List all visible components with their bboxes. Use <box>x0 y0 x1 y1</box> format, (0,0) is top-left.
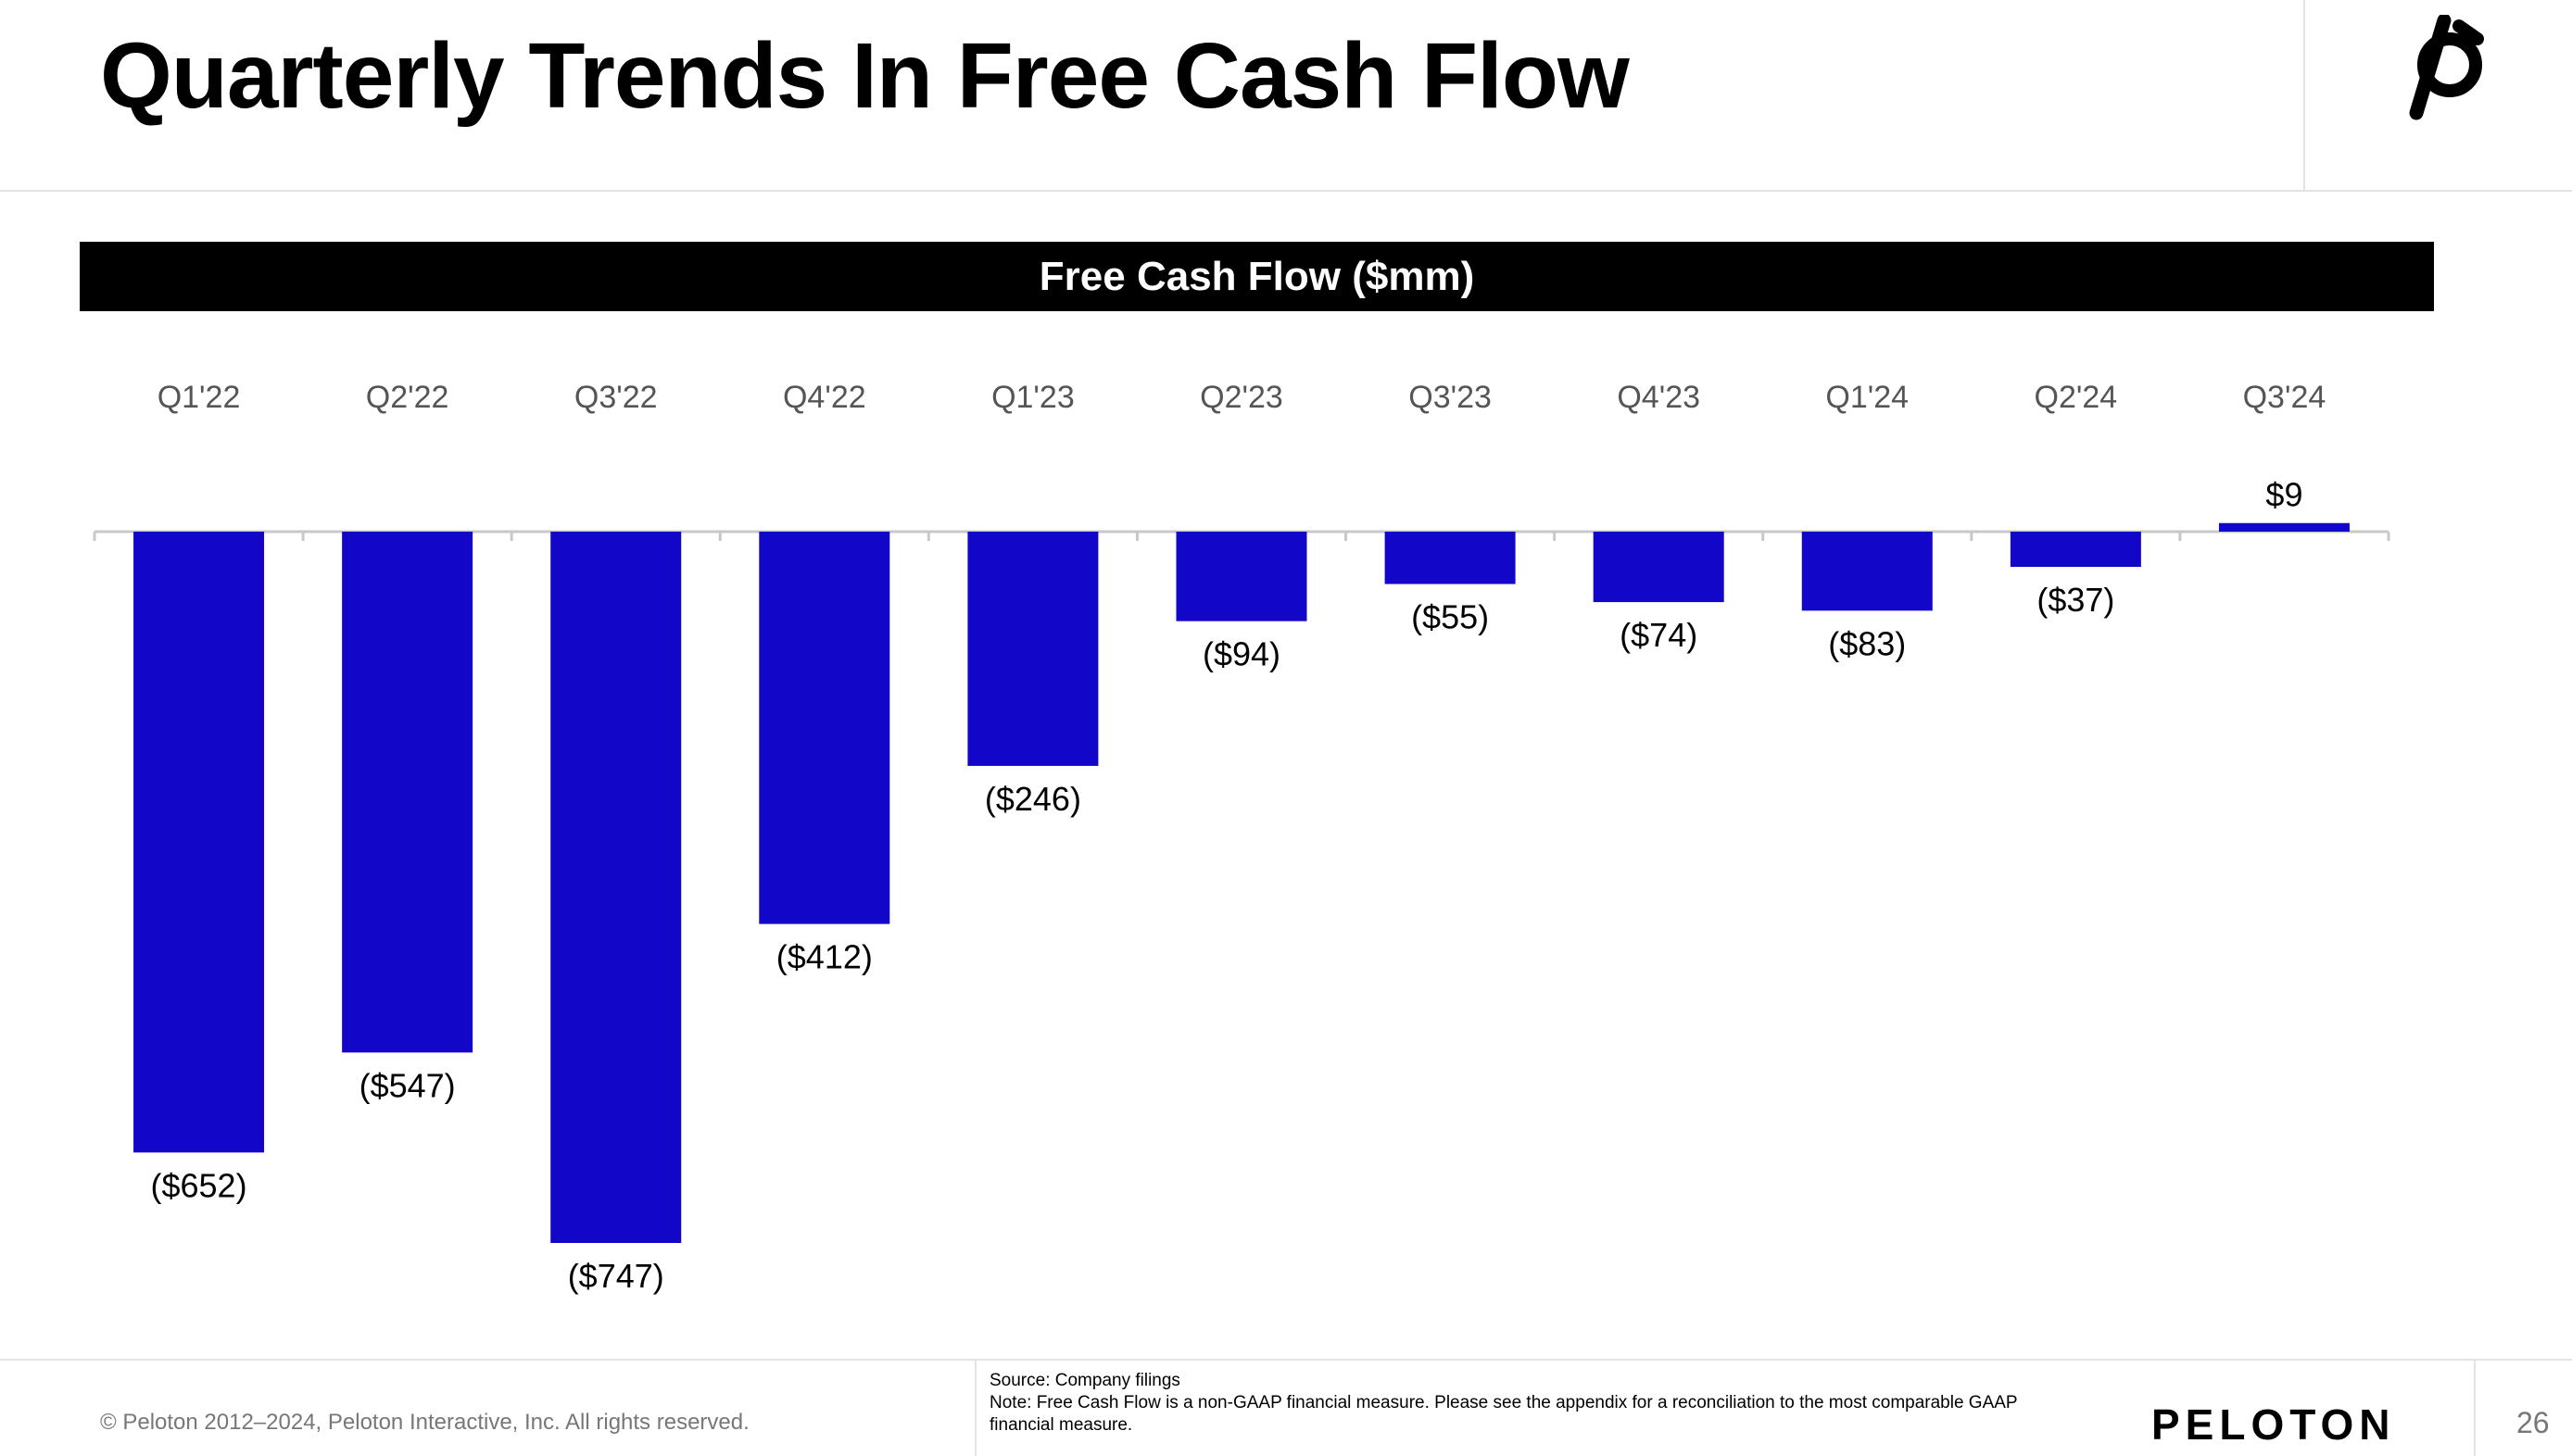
free-cash-flow-chart: Q1'22 ($652) Q2'22 ($547) Q3'22 ($747) Q4'22 ($… <box>93 380 2390 1295</box>
bar <box>759 532 890 924</box>
category-tick-label: Q4'22 <box>783 380 866 415</box>
chart-title-banner: Free Cash Flow ($mm) <box>80 242 2434 311</box>
data-label: $9 <box>2265 476 2302 514</box>
data-label: ($94) <box>1203 635 1280 673</box>
bar <box>2218 522 2350 532</box>
bar <box>1593 532 1724 603</box>
page-title: Quarterly Trends In Free Cash Flow <box>100 24 1630 128</box>
data-label: ($412) <box>776 938 873 976</box>
data-label: ($652) <box>151 1166 247 1204</box>
footnotes: Source: Company filings Note: Free Cash … <box>990 1370 2036 1437</box>
header-divider <box>0 190 2572 192</box>
category-tick-label: Q2'22 <box>366 380 449 415</box>
footer-divider <box>0 1359 2572 1361</box>
category-tick-label: Q3'22 <box>574 380 658 415</box>
category-tick-label: Q3'23 <box>1408 380 1492 415</box>
category-tick-label: Q1'22 <box>158 380 241 415</box>
data-label: ($55) <box>1411 598 1489 636</box>
category-tick-label: Q2'23 <box>1200 380 1283 415</box>
data-label: ($37) <box>2036 581 2114 619</box>
source-note: Source: Company filings <box>990 1371 1180 1390</box>
data-label: ($747) <box>568 1257 664 1295</box>
category-tick-label: Q3'24 <box>2243 380 2326 415</box>
bar <box>2010 532 2141 568</box>
bar <box>967 532 1099 766</box>
data-label: ($246) <box>985 780 1081 818</box>
footer-divider-right <box>2474 1359 2476 1456</box>
peloton-wordmark: PELOTON <box>2151 1400 2396 1449</box>
category-tick-label: Q2'24 <box>2035 380 2118 415</box>
category-tick-label: Q1'24 <box>1825 380 1909 415</box>
bar <box>1384 532 1516 584</box>
bar <box>550 532 682 1243</box>
bar <box>133 532 265 1153</box>
gaap-note: Note: Free Cash Flow is a non-GAAP finan… <box>990 1393 2018 1435</box>
category-tick-label: Q4'23 <box>1617 380 1700 415</box>
bar <box>1176 532 1307 621</box>
data-label: ($547) <box>359 1066 456 1104</box>
bar <box>1801 532 1933 611</box>
copyright-text: © Peloton 2012–2024, Peloton Interactive… <box>100 1410 750 1435</box>
bar <box>342 532 473 1053</box>
data-label: ($83) <box>1828 624 1906 662</box>
header-divider-vertical <box>2303 0 2305 190</box>
data-label: ($74) <box>1620 616 1697 654</box>
page-number: 26 <box>2516 1406 2550 1439</box>
footer-divider-left <box>975 1359 977 1456</box>
category-tick-label: Q1'23 <box>991 380 1075 415</box>
peloton-logo-icon <box>2409 15 2484 120</box>
